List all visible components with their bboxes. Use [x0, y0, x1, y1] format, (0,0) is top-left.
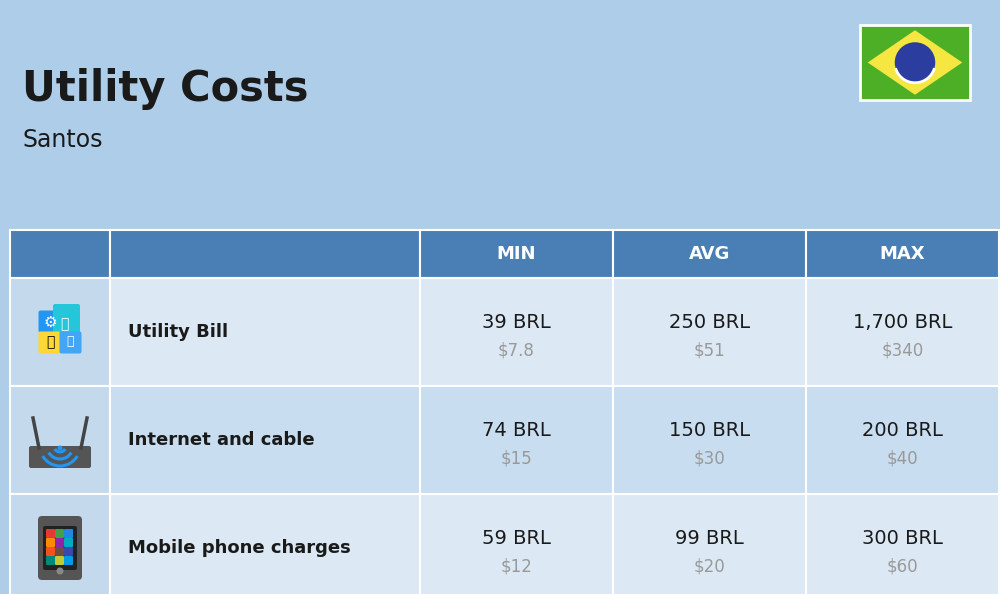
Text: 99 BRL: 99 BRL: [675, 529, 744, 548]
FancyBboxPatch shape: [64, 538, 73, 547]
Bar: [110, 278, 420, 386]
FancyBboxPatch shape: [46, 556, 55, 565]
FancyBboxPatch shape: [60, 331, 82, 353]
Text: MAX: MAX: [880, 245, 925, 263]
Text: $12: $12: [501, 557, 532, 575]
Text: Mobile phone charges: Mobile phone charges: [128, 539, 351, 557]
Circle shape: [58, 446, 62, 450]
FancyBboxPatch shape: [55, 556, 64, 565]
FancyBboxPatch shape: [64, 556, 73, 565]
Text: $51: $51: [694, 341, 725, 359]
FancyBboxPatch shape: [64, 547, 73, 556]
FancyBboxPatch shape: [53, 304, 80, 352]
Text: $340: $340: [881, 341, 924, 359]
Text: $40: $40: [887, 449, 918, 467]
Bar: [806, 494, 999, 594]
FancyBboxPatch shape: [64, 529, 73, 538]
Text: $30: $30: [694, 449, 725, 467]
Text: $15: $15: [501, 449, 532, 467]
FancyBboxPatch shape: [55, 547, 64, 556]
Text: 300 BRL: 300 BRL: [862, 529, 943, 548]
Text: 🧑: 🧑: [60, 317, 68, 331]
FancyBboxPatch shape: [38, 311, 60, 333]
Text: 🚿: 🚿: [66, 335, 74, 348]
Bar: [806, 386, 999, 494]
FancyBboxPatch shape: [46, 529, 55, 538]
Bar: [10, 386, 110, 494]
Circle shape: [895, 42, 935, 83]
Bar: [420, 230, 613, 278]
Text: AVG: AVG: [689, 245, 730, 263]
FancyBboxPatch shape: [38, 331, 60, 353]
FancyBboxPatch shape: [29, 446, 91, 468]
Text: $7.8: $7.8: [498, 341, 535, 359]
Text: 39 BRL: 39 BRL: [482, 312, 551, 331]
Bar: [860, 25, 970, 100]
Text: 250 BRL: 250 BRL: [669, 312, 750, 331]
FancyBboxPatch shape: [46, 538, 55, 547]
Circle shape: [56, 567, 64, 574]
Text: 59 BRL: 59 BRL: [482, 529, 551, 548]
Bar: [613, 278, 806, 386]
Text: Internet and cable: Internet and cable: [128, 431, 315, 449]
Bar: [420, 278, 613, 386]
Text: Santos: Santos: [22, 128, 103, 152]
FancyBboxPatch shape: [38, 516, 82, 580]
Text: MIN: MIN: [497, 245, 536, 263]
Bar: [420, 386, 613, 494]
Bar: [110, 230, 420, 278]
Text: 200 BRL: 200 BRL: [862, 421, 943, 440]
Text: Utility Bill: Utility Bill: [128, 323, 228, 341]
Bar: [806, 278, 999, 386]
FancyBboxPatch shape: [46, 547, 55, 556]
Bar: [10, 494, 110, 594]
Bar: [420, 494, 613, 594]
FancyBboxPatch shape: [43, 526, 77, 570]
Bar: [613, 386, 806, 494]
Text: 74 BRL: 74 BRL: [482, 421, 551, 440]
Bar: [10, 230, 110, 278]
Text: Utility Costs: Utility Costs: [22, 68, 308, 110]
FancyBboxPatch shape: [55, 538, 64, 547]
Polygon shape: [868, 30, 962, 95]
Text: $20: $20: [694, 557, 725, 575]
Bar: [110, 386, 420, 494]
Bar: [613, 494, 806, 594]
Bar: [10, 278, 110, 386]
Bar: [806, 230, 999, 278]
Text: 🔌: 🔌: [46, 335, 54, 349]
FancyBboxPatch shape: [55, 529, 64, 538]
Text: 1,700 BRL: 1,700 BRL: [853, 312, 952, 331]
Bar: [110, 494, 420, 594]
Text: ⚙: ⚙: [43, 315, 57, 330]
Text: $60: $60: [887, 557, 918, 575]
Text: 150 BRL: 150 BRL: [669, 421, 750, 440]
Bar: [613, 230, 806, 278]
